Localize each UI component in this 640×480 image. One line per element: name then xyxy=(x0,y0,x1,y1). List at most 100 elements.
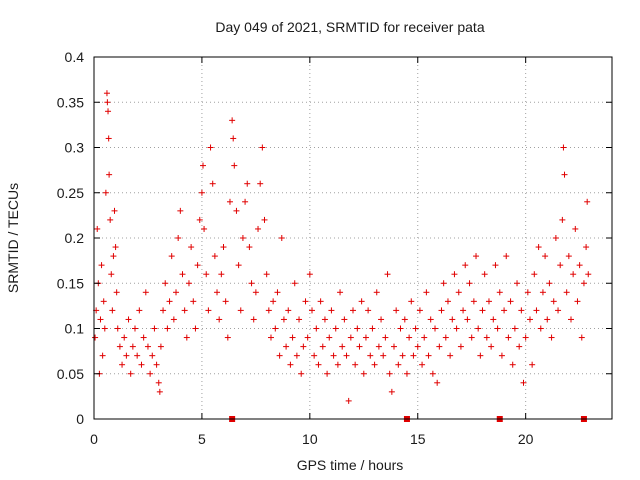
data-point xyxy=(97,316,104,323)
data-point xyxy=(257,180,264,187)
data-point xyxy=(339,343,346,350)
data-point xyxy=(276,352,283,359)
data-point xyxy=(205,307,212,314)
x-tick-label: 0 xyxy=(90,431,98,447)
data-point xyxy=(296,316,303,323)
data-point xyxy=(119,361,126,368)
data-point xyxy=(393,307,400,314)
data-point xyxy=(265,307,272,314)
data-point xyxy=(242,198,249,205)
chart-title: Day 049 of 2021, SRMTID for receiver pat… xyxy=(215,19,484,35)
data-point xyxy=(447,352,454,359)
data-point xyxy=(539,289,546,296)
data-point xyxy=(514,280,521,287)
data-point xyxy=(317,298,324,305)
data-point xyxy=(104,99,111,106)
data-point xyxy=(179,271,186,278)
data-point xyxy=(382,334,389,341)
data-point xyxy=(196,216,203,223)
data-point xyxy=(345,397,352,404)
data-point xyxy=(246,244,253,251)
data-point xyxy=(108,271,115,278)
data-point xyxy=(105,108,112,115)
data-point xyxy=(291,280,298,287)
data-point xyxy=(315,361,322,368)
data-point xyxy=(341,316,348,323)
data-point xyxy=(237,307,244,314)
data-point xyxy=(138,361,145,368)
data-point xyxy=(522,334,529,341)
data-point xyxy=(99,352,106,359)
data-point xyxy=(244,180,251,187)
data-point xyxy=(313,325,320,332)
data-point xyxy=(311,352,318,359)
data-point xyxy=(157,343,164,350)
data-point xyxy=(546,280,553,287)
data-point xyxy=(181,307,188,314)
data-point xyxy=(113,289,120,296)
data-point xyxy=(127,370,134,377)
data-point xyxy=(529,361,536,368)
data-point xyxy=(168,253,175,260)
data-point xyxy=(207,144,214,151)
data-point xyxy=(427,316,434,323)
data-point xyxy=(460,307,467,314)
data-point xyxy=(572,225,579,232)
data-point xyxy=(302,298,309,305)
axis-ticks: 0 0.05 0.1 0.15 0.2 0.25 0.3 0.35 0.4 0 5 10 15 20 xyxy=(57,49,612,447)
data-point xyxy=(453,325,460,332)
data-point xyxy=(123,352,130,359)
data-point xyxy=(559,216,566,223)
y-tick-label: 0.4 xyxy=(65,49,85,65)
data-point xyxy=(498,352,505,359)
data-point xyxy=(121,334,128,341)
data-point xyxy=(354,325,361,332)
data-point xyxy=(369,325,376,332)
data-point xyxy=(332,325,339,332)
data-point xyxy=(423,289,430,296)
data-point xyxy=(218,271,225,278)
data-point xyxy=(248,280,255,287)
data-point xyxy=(397,325,404,332)
data-point xyxy=(477,352,484,359)
data-point xyxy=(107,216,114,223)
data-point xyxy=(285,307,292,314)
data-point xyxy=(373,289,380,296)
data-point xyxy=(164,325,171,332)
data-point xyxy=(326,334,333,341)
data-point xyxy=(416,307,423,314)
data-point xyxy=(492,262,499,269)
data-point xyxy=(211,253,218,260)
data-point xyxy=(429,370,436,377)
data-point xyxy=(149,352,156,359)
data-point xyxy=(563,289,570,296)
data-point xyxy=(98,262,105,269)
data-point xyxy=(229,117,236,124)
data-point xyxy=(516,343,523,350)
data-point xyxy=(233,207,240,214)
data-point xyxy=(511,325,518,332)
data-point xyxy=(408,298,415,305)
x-tick-label: 5 xyxy=(198,431,206,447)
data-point xyxy=(561,171,568,178)
data-point xyxy=(356,343,363,350)
data-point xyxy=(156,388,163,395)
data-point xyxy=(567,316,574,323)
data-point xyxy=(278,235,285,241)
data-point xyxy=(449,316,456,323)
data-point xyxy=(343,352,350,359)
data-point xyxy=(263,271,270,278)
data-point xyxy=(330,352,337,359)
data-point xyxy=(324,370,331,377)
data-point xyxy=(134,352,141,359)
data-point xyxy=(432,325,439,332)
data-point xyxy=(136,307,143,314)
data-point xyxy=(455,289,462,296)
data-point xyxy=(114,325,121,332)
data-point xyxy=(501,307,508,314)
data-point xyxy=(414,343,421,350)
data-point xyxy=(421,334,428,341)
data-point xyxy=(451,271,458,278)
